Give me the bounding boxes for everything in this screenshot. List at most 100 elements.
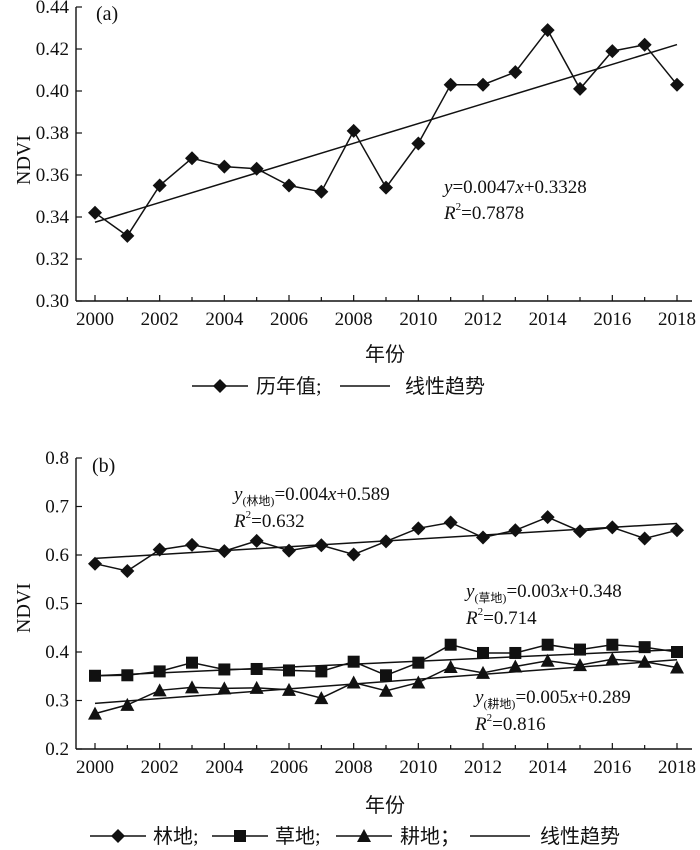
eq-grass-line1: y(草地)=0.003x+0.348 (464, 581, 622, 605)
panel-a-series-0-point (282, 178, 296, 193)
legend-a-label-trend: 线性趋势 (405, 375, 485, 398)
panel-b-series-1-point (121, 669, 134, 682)
panel-a-series (88, 23, 684, 243)
eq-crop-r2-value: =0.816 (492, 714, 545, 735)
panel-b-series-0-point (282, 543, 296, 558)
legend-b-label-trend: 线性趋势 (540, 825, 620, 848)
panel-b-series-2-point (443, 660, 458, 674)
panel-b-series-1-point (671, 646, 683, 658)
eq-grass-y: y (464, 581, 475, 602)
panel-b-series-2-point (605, 652, 620, 666)
panel-b-series-0-point (476, 530, 490, 545)
panel-a-y-axis-title: NDVI (13, 135, 35, 185)
panel-b-series-0-point (249, 533, 264, 548)
eq-crop-r2-sup: 2 (487, 712, 493, 724)
eq-crop-x: x (568, 687, 578, 708)
panel-b-xtick-label: 2012 (464, 757, 502, 778)
eq-grass-intercept: +0.348 (568, 581, 621, 602)
panel-a-xtick-label: 2010 (399, 309, 437, 330)
panel-b-series-2-point (476, 665, 490, 679)
panel-b-series-2-point (185, 680, 199, 694)
panel-b-series-1-point (89, 669, 101, 682)
panel-b-y-axis-title: NDVI (13, 583, 35, 633)
panel-b-series-0-point (443, 515, 458, 530)
eq-grass-coef: =0.003 (506, 581, 559, 602)
panel-b-series-2-point (217, 681, 232, 695)
panel-b-xtick-label: 2016 (593, 757, 631, 778)
eq-grass-x: x (559, 581, 569, 602)
panel-b-series-1-point (638, 641, 651, 654)
panel-a-eq-y: y (442, 177, 453, 198)
panel-b-series-0-point (508, 523, 523, 538)
panel-a-series-0-point (379, 180, 393, 195)
panel-b-series-2-point (411, 675, 426, 689)
panel-a-ytick-label: 0.38 (36, 123, 69, 144)
panel-b-series-1-point (444, 638, 457, 651)
panel-a-label: (a) (96, 3, 118, 25)
panel-b-series (88, 510, 684, 720)
eq-forest-r2-prefix: R (233, 511, 246, 532)
panel-b-series-0-point (217, 544, 232, 559)
legend-b-square-marker (234, 830, 246, 842)
panel-b-series-2-point (540, 653, 555, 667)
panel-a-series-0-point (249, 161, 264, 176)
eq-forest-intercept: +0.589 (336, 484, 389, 505)
panel-b-series-1-point (477, 646, 489, 659)
panel-b-series-0-point (120, 564, 135, 579)
panel-b-series-1-point (315, 665, 328, 678)
panel-b-xlabel: 年份 (365, 794, 405, 817)
panel-a-ytick-label: 0.34 (36, 207, 70, 228)
panel-b-xtick-label: 2008 (335, 757, 373, 778)
panel-b-series-0-point (379, 534, 393, 549)
panel-b-series-0-point (637, 531, 652, 546)
panel-a-series-0-point (217, 159, 232, 174)
panel-b-series-1-point (380, 669, 392, 682)
panel-b-series-0-point (185, 537, 199, 552)
legend-a-diamond-marker (213, 379, 227, 393)
eq-forest-line1: y(林地)=0.004x+0.589 (232, 484, 390, 508)
panel-a-xtick-label: 2000 (76, 309, 114, 330)
panel-a-ylabel: NDVI (13, 135, 35, 185)
panel-b-series-1-point (347, 655, 360, 668)
panel-b-ytick-label: 0.3 (45, 691, 69, 712)
panel-b-axes: 0.2 0.3 0.4 0.5 0.6 0.7 0.8 2000 2002 2004 2006 200… (45, 448, 696, 778)
panel-a-series-0-point (346, 123, 361, 138)
panel-a-r2-prefix: R (443, 203, 456, 224)
eq-forest-sub: (林地) (242, 494, 274, 508)
panel-a-xtick-label: 2016 (593, 309, 631, 330)
panel-b-series-1-point (186, 656, 198, 669)
panel-a-series-0-point (443, 77, 458, 92)
panel-a-series-0-point (314, 184, 329, 199)
panel-b-xtick-label: 2002 (141, 757, 179, 778)
panel-a-trend (94, 43, 678, 223)
eq-grass-r2-value: =0.714 (483, 608, 537, 629)
legend-b-label-crop: 耕地； (400, 825, 460, 848)
panel-b-ylabel: NDVI (13, 583, 35, 633)
panel-a-ytick-label: 0.32 (36, 249, 69, 270)
panel-b-series-1-point (606, 638, 619, 651)
panel-b-xtick-label: 2010 (399, 757, 437, 778)
panel-a-ytick-label: 0.42 (36, 39, 69, 60)
eq-crop-coef: =0.005 (515, 687, 568, 708)
eq-grass-sub: (草地) (474, 591, 506, 605)
panel-a-xtick-label: 2018 (658, 309, 696, 330)
panel-b-series-1-point (153, 665, 166, 678)
panel-a-equation: y=0.0047x+0.3328 R2=0.7878 (442, 177, 587, 224)
eq-crop-intercept: +0.289 (577, 687, 630, 708)
panel-b-xtick-label: 2018 (658, 757, 696, 778)
panel-b-series-1-point (541, 638, 554, 651)
panel-b-series-2-point (670, 660, 684, 674)
panel-b-series-2-point (282, 682, 296, 696)
panel-a-r2-sup: 2 (456, 201, 462, 213)
panel-b-series-0-point (670, 523, 684, 538)
eq-forest-x: x (327, 484, 337, 505)
panel-a-ytick-label: 0.44 (36, 0, 70, 18)
panel-a-series-0-point (120, 228, 135, 243)
legend-a-label-observed: 历年值; (256, 375, 322, 398)
panel-b-series-0-point (540, 510, 555, 525)
panel-a-series-0-point (88, 205, 102, 220)
panel-b-series-0-point (605, 520, 620, 535)
panel-b-series-0-point (88, 556, 102, 571)
panel-b-series-0-point (346, 547, 361, 562)
panel-a-xtick-label: 2002 (141, 309, 179, 330)
